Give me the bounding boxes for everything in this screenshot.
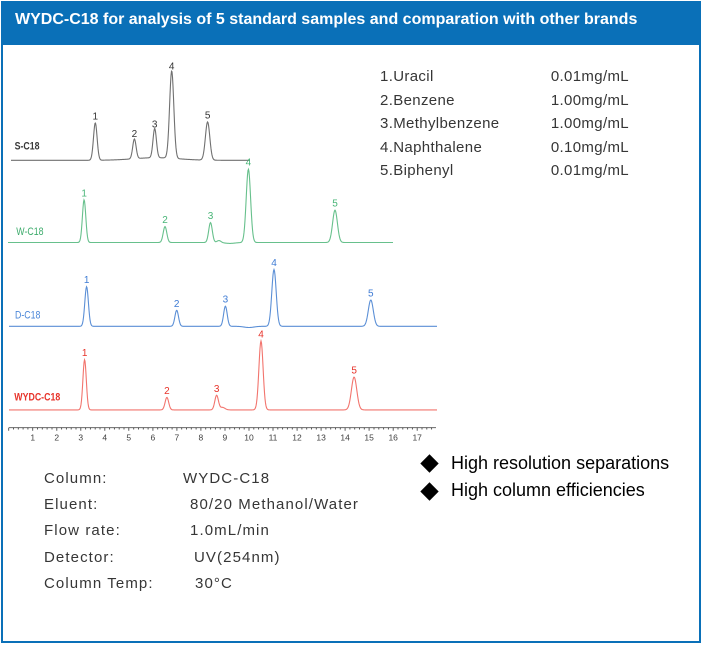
svg-text:10: 10 [244,433,254,443]
svg-text:12: 12 [292,433,302,443]
svg-text:3: 3 [223,295,229,306]
svg-text:2: 2 [54,433,59,443]
svg-text:2: 2 [132,129,138,140]
svg-text:16: 16 [388,433,398,443]
svg-text:3: 3 [208,211,214,222]
svg-text:8: 8 [199,433,204,443]
svg-text:1: 1 [81,188,87,199]
svg-text:D-C18: D-C18 [15,310,41,322]
svg-text:17: 17 [412,433,422,443]
svg-text:11: 11 [269,433,278,443]
svg-text:3: 3 [152,120,158,131]
svg-text:15: 15 [364,433,374,443]
svg-text:1: 1 [93,111,99,122]
svg-text:1: 1 [84,275,90,286]
svg-text:13: 13 [316,433,326,443]
svg-text:7: 7 [175,433,180,443]
svg-text:5: 5 [351,366,357,377]
svg-text:2: 2 [174,299,180,310]
svg-text:4: 4 [246,158,252,169]
svg-text:6: 6 [151,433,156,443]
svg-text:5: 5 [332,199,338,210]
svg-text:5: 5 [368,289,374,300]
svg-text:W-C18: W-C18 [16,226,44,238]
svg-text:14: 14 [340,433,350,443]
svg-text:2: 2 [162,215,168,226]
svg-text:3: 3 [214,384,220,395]
svg-text:1: 1 [82,348,88,359]
svg-text:4: 4 [258,330,264,341]
svg-text:4: 4 [169,61,175,72]
svg-text:2: 2 [164,386,170,397]
svg-text:4: 4 [271,258,277,269]
svg-text:3: 3 [78,433,83,443]
svg-text:9: 9 [223,433,228,443]
svg-text:WYDC-C18: WYDC-C18 [14,392,60,404]
svg-text:S-C18: S-C18 [15,141,40,153]
svg-text:5: 5 [126,433,131,443]
svg-text:1: 1 [30,433,35,443]
svg-text:4: 4 [102,433,107,443]
svg-text:5: 5 [205,111,211,122]
